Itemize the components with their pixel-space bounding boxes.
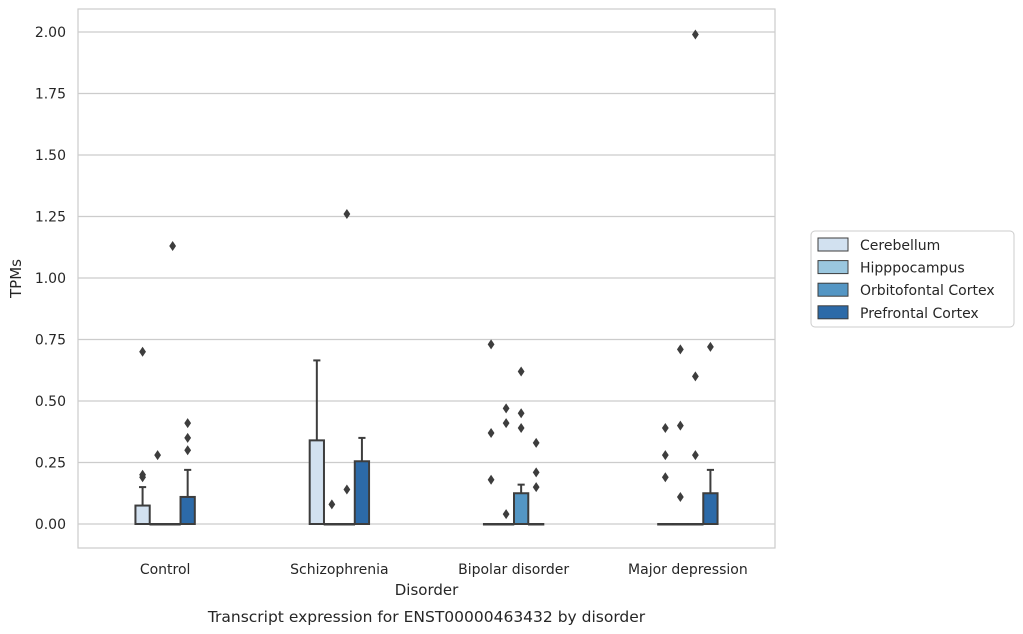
box-body (179, 495, 196, 526)
x-axis-ticks: Control Schizophrenia Bipolar disorder Majo… (140, 562, 748, 578)
x-axis-label: Disorder (395, 581, 459, 599)
y-tick-label: 0.75 (35, 333, 66, 349)
y-axis-ticks: 0.00 0.25 0.50 0.75 1.00 1.25 1.50 1.75 2.00 (35, 25, 66, 533)
outlier-point (661, 472, 669, 483)
outlier-point (532, 467, 540, 478)
box-2-2 (513, 483, 530, 525)
outlier-point (154, 450, 162, 461)
outlier-point (139, 469, 146, 480)
legend-swatch (817, 260, 849, 275)
legend-swatch (817, 282, 849, 297)
box-3-0 (179, 468, 196, 526)
x-tick-label: Bipolar disorder (458, 562, 569, 578)
outlier-point (517, 408, 525, 419)
box-3-1 (353, 436, 371, 525)
boxes (134, 359, 719, 526)
outlier-point (343, 484, 351, 495)
y-tick-label: 1.50 (35, 148, 66, 164)
outlier-point (517, 366, 525, 377)
outlier-point (661, 423, 669, 434)
box-1-3 (672, 523, 689, 526)
box-0-0 (134, 486, 151, 525)
y-axis-label: TPMs (7, 259, 25, 299)
box-body (134, 504, 151, 525)
y-tick-label: 1.00 (35, 271, 66, 287)
box-0-1 (308, 359, 325, 525)
box-2-1 (338, 523, 356, 526)
outlier-point (517, 423, 525, 434)
outlier-point (139, 346, 146, 357)
outlier-point (184, 432, 192, 443)
legend: Cerebellum Hipppocampus Orbitofontal Corte… (810, 230, 1015, 328)
legend-swatch (817, 305, 849, 320)
box-0-2 (482, 523, 500, 526)
outlier-point (328, 499, 336, 510)
outlier-point (676, 491, 684, 502)
y-tick-label: 0.25 (35, 456, 66, 472)
outlier-point (691, 29, 699, 40)
legend-label: Prefrontal Cortex (860, 306, 979, 322)
outlier-point (487, 474, 495, 485)
box-3-3 (702, 468, 719, 525)
box-1-1 (323, 523, 340, 526)
outlier-point (487, 427, 495, 438)
outlier-point (532, 437, 540, 448)
chart-caption: Transcript expression for ENST0000046343… (207, 608, 646, 626)
outlier-point (343, 209, 351, 220)
x-tick-label: Major depression (628, 562, 748, 578)
outlier-point (676, 344, 684, 355)
box-1-2 (497, 523, 515, 526)
x-tick-label: Schizophrenia (290, 562, 388, 578)
y-tick-label: 2.00 (35, 25, 66, 41)
y-tick-label: 1.75 (35, 87, 66, 103)
box-2-0 (164, 523, 181, 526)
outliers (139, 29, 714, 520)
outlier-point (169, 241, 177, 252)
legend-label: Hipppocampus (860, 261, 965, 277)
y-tick-label: 1.25 (35, 210, 66, 226)
outlier-point (487, 339, 495, 350)
box-body (308, 439, 325, 525)
outlier-point (676, 420, 684, 431)
legend-label: Orbitofontal Cortex (860, 283, 995, 299)
y-tick-label: 0.00 (35, 517, 66, 533)
y-tick-label: 0.50 (35, 394, 66, 410)
outlier-point (691, 371, 699, 382)
box-2-3 (687, 523, 704, 526)
box-body (702, 492, 719, 525)
box-3-2 (528, 523, 545, 526)
outlier-point (184, 418, 192, 429)
box-body (353, 460, 371, 525)
legend-frame (810, 230, 1015, 328)
x-tick-label: Control (140, 562, 191, 578)
legend-swatch (817, 237, 849, 252)
outlier-point (691, 450, 699, 461)
legend-label: Cerebellum (860, 238, 940, 254)
gridlines (78, 31, 775, 525)
box-body (513, 492, 530, 525)
outlier-point (502, 509, 510, 520)
outlier-point (532, 482, 540, 493)
outlier-point (502, 418, 510, 429)
box-1-0 (149, 523, 166, 526)
outlier-point (502, 403, 510, 414)
plot-area-frame (77, 8, 776, 549)
outlier-point (184, 445, 192, 456)
outlier-point (707, 341, 714, 352)
box-0-3 (657, 523, 674, 526)
outlier-point (661, 450, 669, 461)
